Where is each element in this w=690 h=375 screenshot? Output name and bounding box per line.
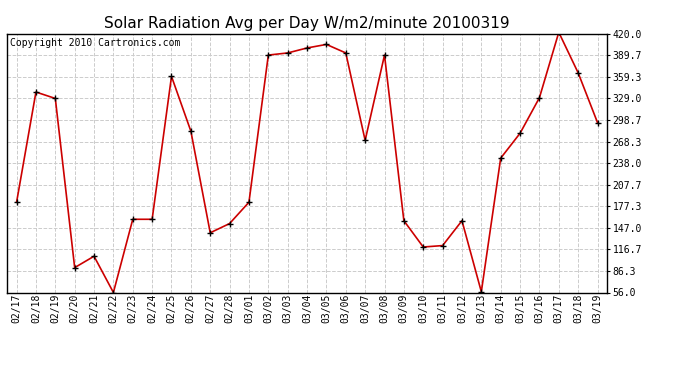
Title: Solar Radiation Avg per Day W/m2/minute 20100319: Solar Radiation Avg per Day W/m2/minute … — [104, 16, 510, 31]
Text: Copyright 2010 Cartronics.com: Copyright 2010 Cartronics.com — [10, 38, 180, 48]
